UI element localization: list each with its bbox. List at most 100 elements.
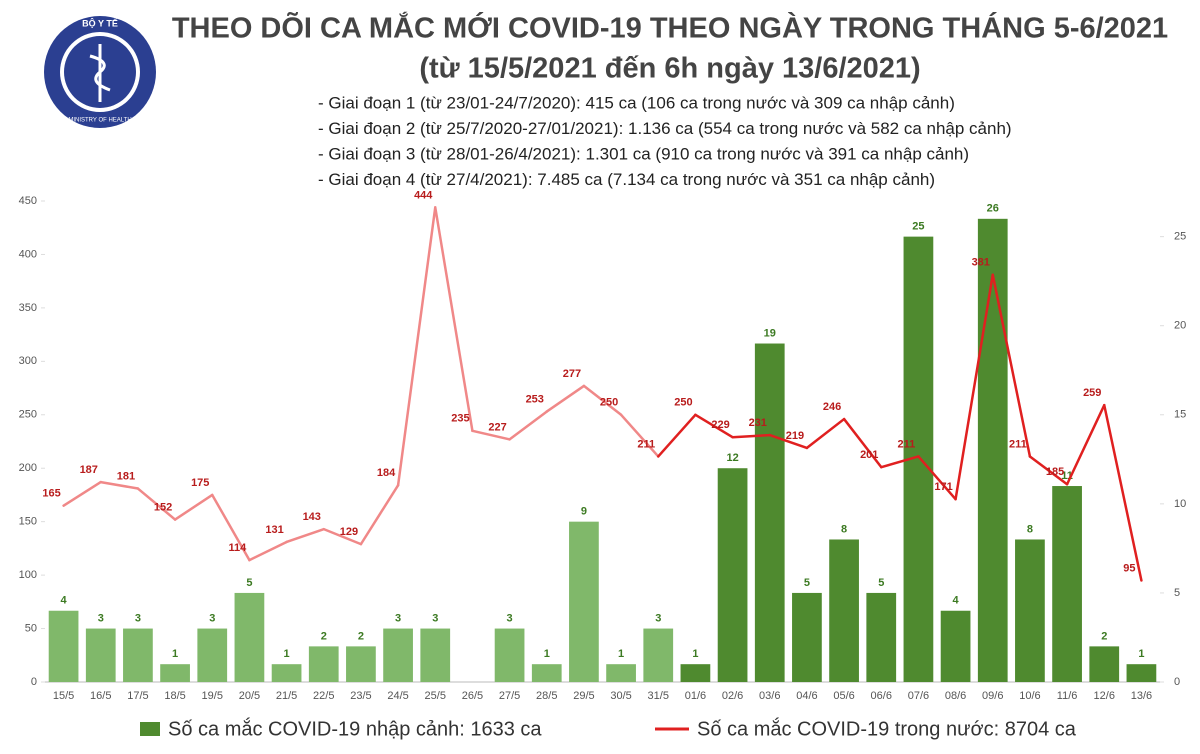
- line-label: 184: [377, 467, 396, 479]
- x-tick-label: 27/5: [499, 690, 520, 702]
- line-label: 246: [823, 401, 841, 413]
- x-tick-label: 18/5: [164, 690, 185, 702]
- line-segment: [694, 413, 734, 439]
- line-label: 201: [860, 449, 878, 461]
- bar: [829, 539, 859, 682]
- x-tick-label: 30/5: [610, 690, 631, 702]
- bar: [1052, 486, 1082, 682]
- line-segment: [434, 206, 474, 433]
- line-label: 211: [1009, 438, 1027, 450]
- annotations: - Giai đoạn 1 (từ 23/01-24/7/2020): 415 …: [318, 93, 1012, 189]
- line-segment: [805, 417, 846, 450]
- bar-label: 2: [321, 630, 327, 642]
- bar-label: 5: [804, 577, 810, 589]
- line-label: 165: [42, 488, 60, 500]
- y2-tick-label: 5: [1174, 587, 1180, 599]
- chart-title: THEO DÕI CA MẮC MỚI COVID-19 THEO NGÀY T…: [172, 11, 1168, 45]
- bar: [420, 628, 451, 682]
- bar-label: 3: [395, 612, 401, 624]
- legend-label: Số ca mắc COVID-19 trong nước: 8704 ca: [697, 717, 1077, 740]
- x-tick-label: 17/5: [127, 690, 148, 702]
- line-label: 219: [786, 430, 804, 442]
- bar-label: 11: [1061, 470, 1073, 482]
- annotation: - Giai đoạn 2 (từ 25/7/2020-27/01/2021):…: [318, 119, 1012, 138]
- bar: [754, 343, 785, 682]
- line-label: 185: [1046, 466, 1064, 478]
- bar: [680, 664, 711, 682]
- x-tick-label: 09/6: [982, 690, 1003, 702]
- line-label: 171: [934, 481, 952, 493]
- bar: [85, 628, 116, 682]
- bar: [346, 646, 376, 682]
- bar: [1089, 646, 1120, 682]
- x-tick-label: 25/5: [425, 690, 446, 702]
- bar-label: 1: [692, 648, 698, 660]
- line-label: 229: [711, 419, 729, 431]
- x-tick-label: 12/6: [1094, 690, 1115, 702]
- x-tick-label: 22/5: [313, 690, 334, 702]
- line-segment: [991, 273, 1032, 458]
- line-segment: [285, 527, 325, 544]
- bar: [792, 592, 822, 682]
- line-segment: [136, 487, 177, 521]
- line-segment: [582, 384, 623, 417]
- y-tick-label: 350: [19, 302, 37, 314]
- x-tick-label: 19/5: [202, 690, 223, 702]
- bar: [569, 521, 599, 682]
- bar-label: 5: [878, 577, 884, 589]
- x-tick-label: 21/5: [276, 690, 297, 702]
- line-segment: [619, 413, 660, 458]
- bar: [643, 628, 674, 682]
- line-label: 95: [1123, 562, 1135, 574]
- legend-label: Số ca mắc COVID-19 nhập cảnh: 1633 ca: [168, 717, 542, 740]
- x-tick-label: 11/6: [1057, 690, 1078, 702]
- annotation: - Giai đoạn 4 (từ 27/4/2021): 7.485 ca (…: [318, 170, 935, 189]
- bar: [977, 218, 1008, 682]
- legend: Số ca mắc COVID-19 nhập cảnh: 1633 ca Số …: [140, 717, 1077, 740]
- line-label: 277: [563, 368, 581, 380]
- line-segment: [1065, 403, 1106, 486]
- bar: [234, 592, 265, 682]
- x-tick-label: 20/5: [239, 690, 260, 702]
- x-tick-label: 16/5: [90, 690, 111, 702]
- bar-label: 8: [841, 523, 847, 535]
- logo-bottom: MINISTRY OF HEALTH: [68, 118, 131, 124]
- bar: [308, 646, 339, 682]
- y-tick-label: 100: [19, 569, 37, 581]
- line-segment: [657, 413, 697, 458]
- chart-subtitle: (từ 15/5/2021 đến 6h ngày 13/6/2021): [419, 53, 920, 85]
- x-tick-label: 28/5: [536, 690, 557, 702]
- legend-swatch: [140, 722, 160, 736]
- x-tick-label: 15/5: [53, 690, 74, 702]
- y-tick-label: 450: [19, 195, 37, 207]
- bar: [48, 610, 79, 682]
- logo-top: BỘ Y TẾ: [82, 17, 118, 28]
- line-segment: [768, 433, 809, 450]
- line-segment: [917, 455, 957, 501]
- line-label: 131: [265, 524, 283, 536]
- line-label: 253: [526, 393, 544, 405]
- bar: [531, 664, 562, 682]
- x-tick-label: 29/5: [573, 690, 594, 702]
- bar-label: 12: [726, 452, 738, 464]
- logo: BỘ Y TẾ MINISTRY OF HEALTH: [44, 16, 156, 128]
- bar-label: 3: [98, 612, 104, 624]
- x-tick-label: 26/5: [462, 690, 483, 702]
- line-label: 227: [488, 421, 506, 433]
- bar: [1015, 539, 1045, 682]
- bar-label: 4: [953, 595, 960, 607]
- line-segment: [880, 455, 920, 469]
- line-segment: [396, 206, 437, 487]
- y-tick-label: 300: [19, 355, 37, 367]
- line-label: 129: [340, 526, 358, 538]
- line-label: 181: [117, 470, 135, 482]
- y2-tick-label: 10: [1174, 498, 1186, 510]
- y-tick-label: 200: [19, 462, 37, 474]
- y-tick-label: 150: [19, 516, 37, 528]
- line-label: 250: [600, 397, 618, 409]
- bar: [383, 628, 413, 682]
- bar-label: 3: [209, 612, 215, 624]
- line-label: 231: [749, 417, 767, 429]
- line-segment: [211, 493, 251, 562]
